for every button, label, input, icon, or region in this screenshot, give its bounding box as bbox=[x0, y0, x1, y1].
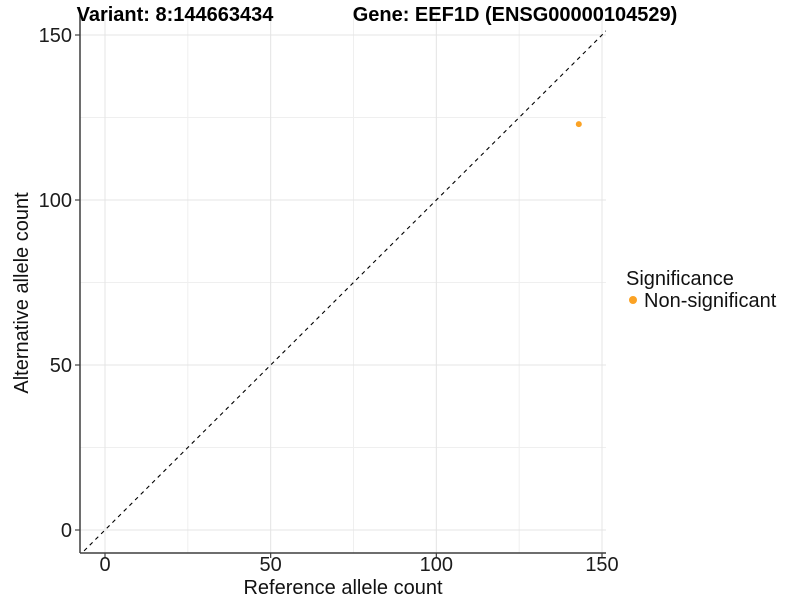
data-point-layer bbox=[575, 121, 582, 128]
y-tick-label: 0 bbox=[61, 520, 72, 542]
plot-panel bbox=[80, 10, 606, 553]
axis-layer bbox=[79, 10, 606, 554]
legend-key-non-significant-icon bbox=[629, 296, 637, 304]
data-point-non-significant bbox=[575, 121, 582, 128]
grid-layer bbox=[80, 10, 606, 553]
x-tick-label: 0 bbox=[99, 554, 110, 576]
y-tick-label: 50 bbox=[50, 355, 72, 377]
y-tick-label: 100 bbox=[39, 190, 72, 212]
y-axis-title: Alternative allele count bbox=[11, 192, 33, 394]
x-tick-label: 150 bbox=[585, 554, 618, 576]
tick-layer: 0 50 100 150 0 50 100 150 bbox=[39, 25, 619, 576]
x-axis-title: Reference allele count bbox=[243, 577, 442, 599]
x-tick-label: 100 bbox=[420, 554, 453, 576]
legend: Significance Non-significant bbox=[626, 268, 777, 312]
legend-label-non-significant: Non-significant bbox=[644, 290, 777, 312]
variant-title: Variant: 8:144663434 bbox=[77, 4, 275, 26]
legend-title: Significance bbox=[626, 268, 734, 290]
x-tick-label: 50 bbox=[260, 554, 282, 576]
y-tick-label: 150 bbox=[39, 25, 72, 47]
gene-title: Gene: EEF1D (ENSG00000104529) bbox=[353, 4, 678, 26]
